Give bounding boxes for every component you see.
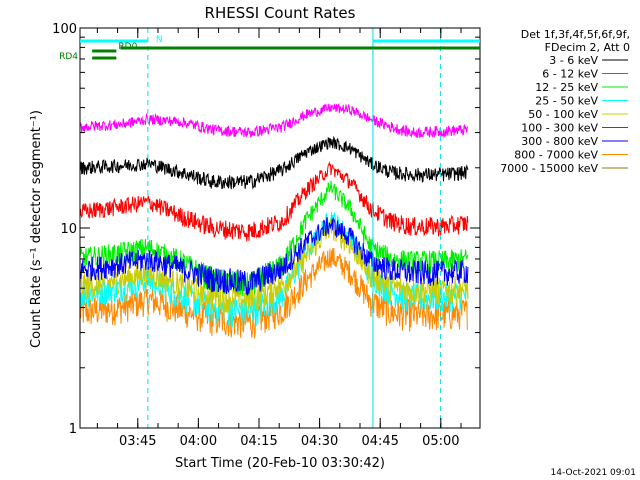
state-bar-label: RD0 [118,42,137,52]
x-tick-label: 03:45 [119,434,156,449]
legend-entry-label: 50 - 100 keV [528,108,598,121]
x-axis-label: Start Time (20-Feb-10 03:30:42) [175,456,385,471]
chart-title: RHESSI Count Rates [205,4,356,22]
render-timestamp: 14-Oct-2021 09:01 [550,468,636,478]
plot-area [79,27,481,429]
x-tick-label: 04:15 [240,434,277,449]
x-tick-label: 05:00 [422,434,459,449]
legend-entry-label: 6 - 12 keV [542,68,598,81]
x-tick-label: 04:45 [361,434,398,449]
legend-header-detectors: Det 1f,3f,4f,5f,6f,9f, [521,28,630,41]
state-bar-label: RD4 [59,52,78,62]
legend-entry-label: 300 - 800 keV [521,135,598,148]
legend-entry-label: 12 - 25 keV [535,81,598,94]
series-line-6to12keV [79,103,469,139]
series-line-100to300keV [79,160,469,242]
y-tick-label: 10 [60,222,77,237]
legend: Det 1f,3f,4f,5f,6f,9f,FDecim 2, Att 03 -… [500,28,630,175]
series-line-3to6keV [79,135,469,190]
legend-entry-label: 25 - 50 keV [535,95,598,108]
y-tick-label: 100 [52,22,77,37]
x-axis: 03:45 04:00 04:15 04:30 04:45 05:00 [96,28,462,449]
state-bars: N RD0 RD4 [59,35,480,62]
legend-entry-label: 7000 - 15000 keV [500,162,598,175]
y-axis: 1 10 100 [52,22,480,437]
x-tick-label: 04:30 [301,434,338,449]
series-line-12to25keV [79,180,469,297]
state-bar-label: N [156,35,163,45]
legend-header-decimation: FDecim 2, Att 0 [545,41,630,54]
y-tick-label: 1 [69,422,77,437]
series-line-50to100keV [79,218,469,313]
x-tick-label: 04:00 [180,434,217,449]
series-line-300to800keV [79,216,469,297]
legend-entry-label: 100 - 300 keV [521,122,598,135]
legend-entry-label: 800 - 7000 keV [514,149,598,162]
legend-entry-label: 3 - 6 keV [549,54,598,67]
y-axis-label: Count Rate (s⁻¹ detector segment⁻¹) [29,110,44,348]
